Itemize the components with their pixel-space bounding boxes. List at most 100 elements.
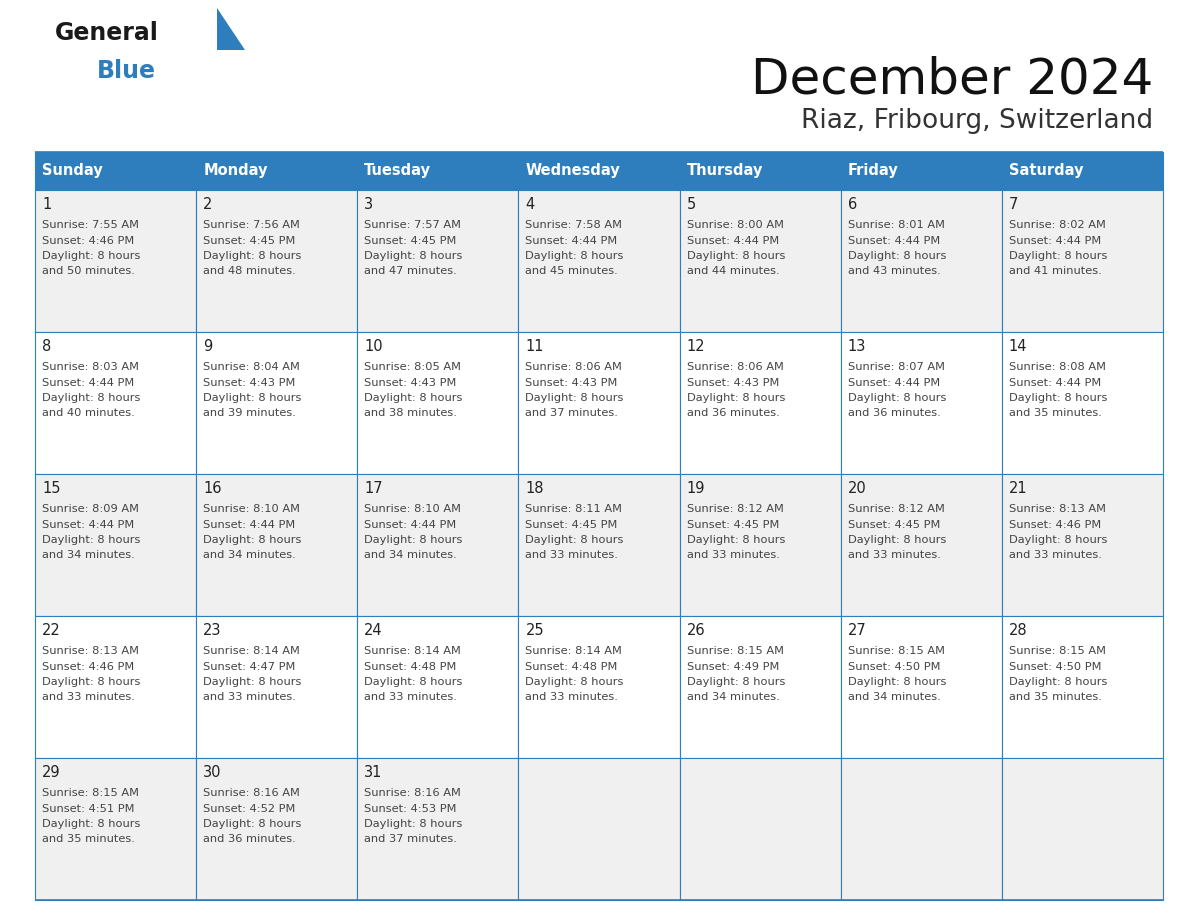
Bar: [358, 332, 518, 474]
Text: Sunset: 4:44 PM: Sunset: 4:44 PM: [525, 236, 618, 245]
Text: Sunset: 4:43 PM: Sunset: 4:43 PM: [203, 377, 296, 387]
Text: Daylight: 8 hours: Daylight: 8 hours: [848, 251, 946, 261]
Bar: [196, 190, 358, 332]
Bar: [518, 474, 680, 616]
Text: 10: 10: [365, 339, 383, 354]
Text: General: General: [55, 21, 159, 45]
Text: Monday: Monday: [203, 163, 267, 178]
Text: 14: 14: [1009, 339, 1028, 354]
Text: Sunrise: 8:15 AM: Sunrise: 8:15 AM: [848, 646, 944, 656]
Text: Sunrise: 8:15 AM: Sunrise: 8:15 AM: [1009, 646, 1106, 656]
Bar: [680, 758, 841, 900]
Text: 16: 16: [203, 481, 222, 496]
Text: Tuesday: Tuesday: [365, 163, 431, 178]
Text: Sunrise: 7:55 AM: Sunrise: 7:55 AM: [42, 220, 139, 230]
Text: Daylight: 8 hours: Daylight: 8 hours: [848, 535, 946, 545]
Text: 27: 27: [848, 623, 866, 638]
Text: 8: 8: [42, 339, 51, 354]
Text: 21: 21: [1009, 481, 1028, 496]
Text: Daylight: 8 hours: Daylight: 8 hours: [525, 677, 624, 687]
Bar: [518, 190, 680, 332]
Text: 22: 22: [42, 623, 61, 638]
Polygon shape: [217, 8, 245, 50]
Text: and 50 minutes.: and 50 minutes.: [42, 266, 135, 276]
Text: Sunset: 4:51 PM: Sunset: 4:51 PM: [42, 803, 134, 813]
Text: Daylight: 8 hours: Daylight: 8 hours: [1009, 393, 1107, 403]
Text: Sunset: 4:45 PM: Sunset: 4:45 PM: [687, 520, 779, 530]
Text: 28: 28: [1009, 623, 1028, 638]
Bar: [196, 152, 358, 190]
Text: Daylight: 8 hours: Daylight: 8 hours: [1009, 677, 1107, 687]
Text: and 33 minutes.: and 33 minutes.: [42, 692, 135, 702]
Bar: [1001, 616, 1163, 758]
Text: Daylight: 8 hours: Daylight: 8 hours: [42, 393, 140, 403]
Bar: [1001, 152, 1163, 190]
Text: Sunset: 4:46 PM: Sunset: 4:46 PM: [1009, 520, 1101, 530]
Text: Sunrise: 7:56 AM: Sunrise: 7:56 AM: [203, 220, 301, 230]
Bar: [358, 616, 518, 758]
Bar: [680, 474, 841, 616]
Text: Daylight: 8 hours: Daylight: 8 hours: [848, 393, 946, 403]
Bar: [358, 152, 518, 190]
Text: Wednesday: Wednesday: [525, 163, 620, 178]
Text: Sunrise: 8:01 AM: Sunrise: 8:01 AM: [848, 220, 944, 230]
Bar: [518, 758, 680, 900]
Text: Sunset: 4:44 PM: Sunset: 4:44 PM: [42, 520, 134, 530]
Text: Sunset: 4:44 PM: Sunset: 4:44 PM: [1009, 236, 1101, 245]
Bar: [841, 616, 1001, 758]
Text: Sunset: 4:43 PM: Sunset: 4:43 PM: [365, 377, 456, 387]
Text: Sunset: 4:45 PM: Sunset: 4:45 PM: [203, 236, 296, 245]
Text: Daylight: 8 hours: Daylight: 8 hours: [365, 535, 462, 545]
Text: and 34 minutes.: and 34 minutes.: [203, 551, 296, 561]
Text: Sunset: 4:45 PM: Sunset: 4:45 PM: [848, 520, 940, 530]
Text: 1: 1: [42, 197, 51, 212]
Bar: [34, 616, 196, 758]
Text: Sunrise: 8:06 AM: Sunrise: 8:06 AM: [687, 362, 783, 372]
Bar: [680, 190, 841, 332]
Text: and 37 minutes.: and 37 minutes.: [365, 834, 457, 845]
Bar: [518, 332, 680, 474]
Bar: [680, 332, 841, 474]
Text: 3: 3: [365, 197, 373, 212]
Text: Sunset: 4:46 PM: Sunset: 4:46 PM: [42, 662, 134, 671]
Text: Sunrise: 8:11 AM: Sunrise: 8:11 AM: [525, 504, 623, 514]
Bar: [358, 474, 518, 616]
Text: Sunrise: 7:57 AM: Sunrise: 7:57 AM: [365, 220, 461, 230]
Bar: [34, 332, 196, 474]
Text: Sunrise: 8:13 AM: Sunrise: 8:13 AM: [42, 646, 139, 656]
Text: Daylight: 8 hours: Daylight: 8 hours: [365, 677, 462, 687]
Bar: [196, 332, 358, 474]
Bar: [518, 152, 680, 190]
Bar: [34, 190, 196, 332]
Text: and 34 minutes.: and 34 minutes.: [848, 692, 941, 702]
Text: 6: 6: [848, 197, 857, 212]
Text: Sunrise: 8:15 AM: Sunrise: 8:15 AM: [42, 788, 139, 798]
Text: Sunrise: 8:14 AM: Sunrise: 8:14 AM: [203, 646, 301, 656]
Text: 2: 2: [203, 197, 213, 212]
Text: Daylight: 8 hours: Daylight: 8 hours: [203, 251, 302, 261]
Bar: [841, 758, 1001, 900]
Text: Sunset: 4:50 PM: Sunset: 4:50 PM: [848, 662, 940, 671]
Bar: [196, 474, 358, 616]
Text: Sunset: 4:47 PM: Sunset: 4:47 PM: [203, 662, 296, 671]
Text: Sunrise: 8:16 AM: Sunrise: 8:16 AM: [203, 788, 301, 798]
Text: Sunrise: 8:10 AM: Sunrise: 8:10 AM: [365, 504, 461, 514]
Text: and 33 minutes.: and 33 minutes.: [525, 551, 618, 561]
Text: 25: 25: [525, 623, 544, 638]
Text: 17: 17: [365, 481, 383, 496]
Text: Sunset: 4:44 PM: Sunset: 4:44 PM: [42, 377, 134, 387]
Text: 24: 24: [365, 623, 383, 638]
Text: Sunrise: 8:02 AM: Sunrise: 8:02 AM: [1009, 220, 1106, 230]
Bar: [841, 332, 1001, 474]
Text: Sunset: 4:44 PM: Sunset: 4:44 PM: [848, 377, 940, 387]
Text: Daylight: 8 hours: Daylight: 8 hours: [1009, 251, 1107, 261]
Text: 11: 11: [525, 339, 544, 354]
Text: Sunrise: 8:04 AM: Sunrise: 8:04 AM: [203, 362, 301, 372]
Text: and 33 minutes.: and 33 minutes.: [687, 551, 779, 561]
Text: Daylight: 8 hours: Daylight: 8 hours: [203, 677, 302, 687]
Text: Sunset: 4:44 PM: Sunset: 4:44 PM: [365, 520, 456, 530]
Text: Daylight: 8 hours: Daylight: 8 hours: [42, 819, 140, 829]
Text: Daylight: 8 hours: Daylight: 8 hours: [687, 535, 785, 545]
Text: and 34 minutes.: and 34 minutes.: [365, 551, 457, 561]
Text: Thursday: Thursday: [687, 163, 763, 178]
